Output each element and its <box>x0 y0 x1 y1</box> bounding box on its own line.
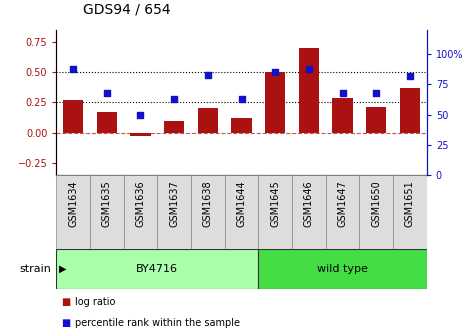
Text: log ratio: log ratio <box>75 297 115 307</box>
Bar <box>63 100 83 133</box>
Text: GSM1650: GSM1650 <box>371 181 381 227</box>
Point <box>69 66 77 72</box>
Bar <box>265 72 285 133</box>
Point <box>272 70 279 75</box>
Bar <box>157 175 191 249</box>
Point <box>137 112 144 117</box>
Text: wild type: wild type <box>317 264 368 274</box>
Text: strain: strain <box>20 264 52 274</box>
Point <box>406 73 414 79</box>
Text: GSM1644: GSM1644 <box>236 181 247 227</box>
Text: GSM1651: GSM1651 <box>405 181 415 227</box>
Bar <box>231 118 252 133</box>
Bar <box>366 107 386 133</box>
Text: GSM1637: GSM1637 <box>169 181 179 227</box>
Bar <box>400 88 420 133</box>
Point <box>372 90 380 95</box>
Text: GSM1634: GSM1634 <box>68 181 78 227</box>
Point <box>339 90 346 95</box>
Text: GSM1647: GSM1647 <box>338 181 348 227</box>
Text: GSM1645: GSM1645 <box>270 181 280 227</box>
Bar <box>359 175 393 249</box>
Bar <box>56 175 90 249</box>
Bar <box>191 175 225 249</box>
Bar <box>97 112 117 133</box>
Point <box>170 96 178 101</box>
Bar <box>164 121 184 133</box>
Text: GSM1636: GSM1636 <box>136 181 145 227</box>
Text: GDS94 / 654: GDS94 / 654 <box>83 3 170 17</box>
Bar <box>299 48 319 133</box>
Text: GSM1635: GSM1635 <box>102 181 112 227</box>
Text: ■: ■ <box>61 297 70 307</box>
Bar <box>258 249 427 289</box>
Bar <box>258 175 292 249</box>
Bar <box>124 175 157 249</box>
Text: percentile rank within the sample: percentile rank within the sample <box>75 318 240 328</box>
Bar <box>225 175 258 249</box>
Point <box>204 72 212 78</box>
Bar <box>56 249 258 289</box>
Bar <box>198 109 218 133</box>
Bar <box>292 175 326 249</box>
Text: ▶: ▶ <box>59 264 66 274</box>
Text: GSM1638: GSM1638 <box>203 181 213 227</box>
Text: BY4716: BY4716 <box>136 264 178 274</box>
Point <box>238 96 245 101</box>
Bar <box>393 175 427 249</box>
Text: GSM1646: GSM1646 <box>304 181 314 227</box>
Point <box>305 66 313 72</box>
Bar <box>333 98 353 133</box>
Bar <box>90 175 124 249</box>
Text: ■: ■ <box>61 318 70 328</box>
Bar <box>130 133 151 136</box>
Point <box>103 90 111 95</box>
Bar <box>326 175 359 249</box>
